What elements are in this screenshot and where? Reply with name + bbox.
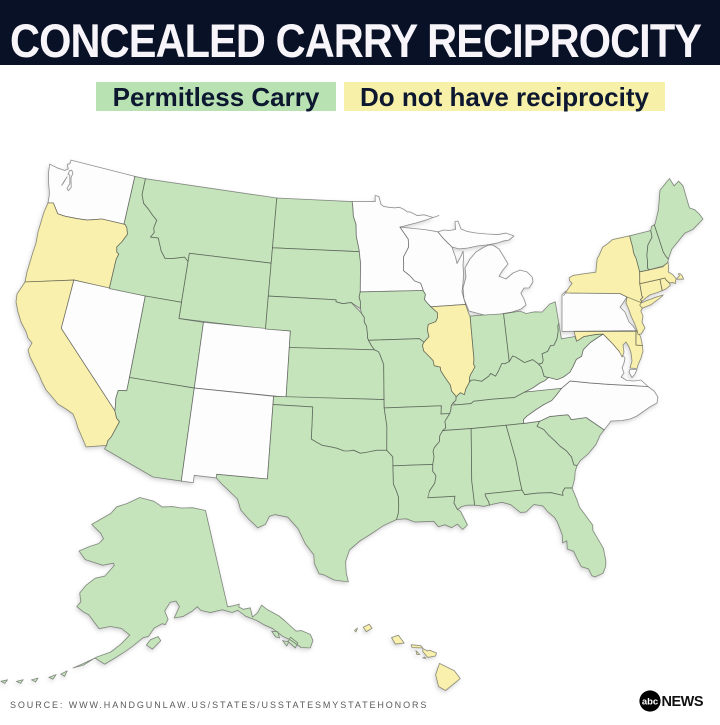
svg-text:abc: abc	[642, 696, 658, 707]
svg-text:NEWS: NEWS	[662, 694, 704, 710]
